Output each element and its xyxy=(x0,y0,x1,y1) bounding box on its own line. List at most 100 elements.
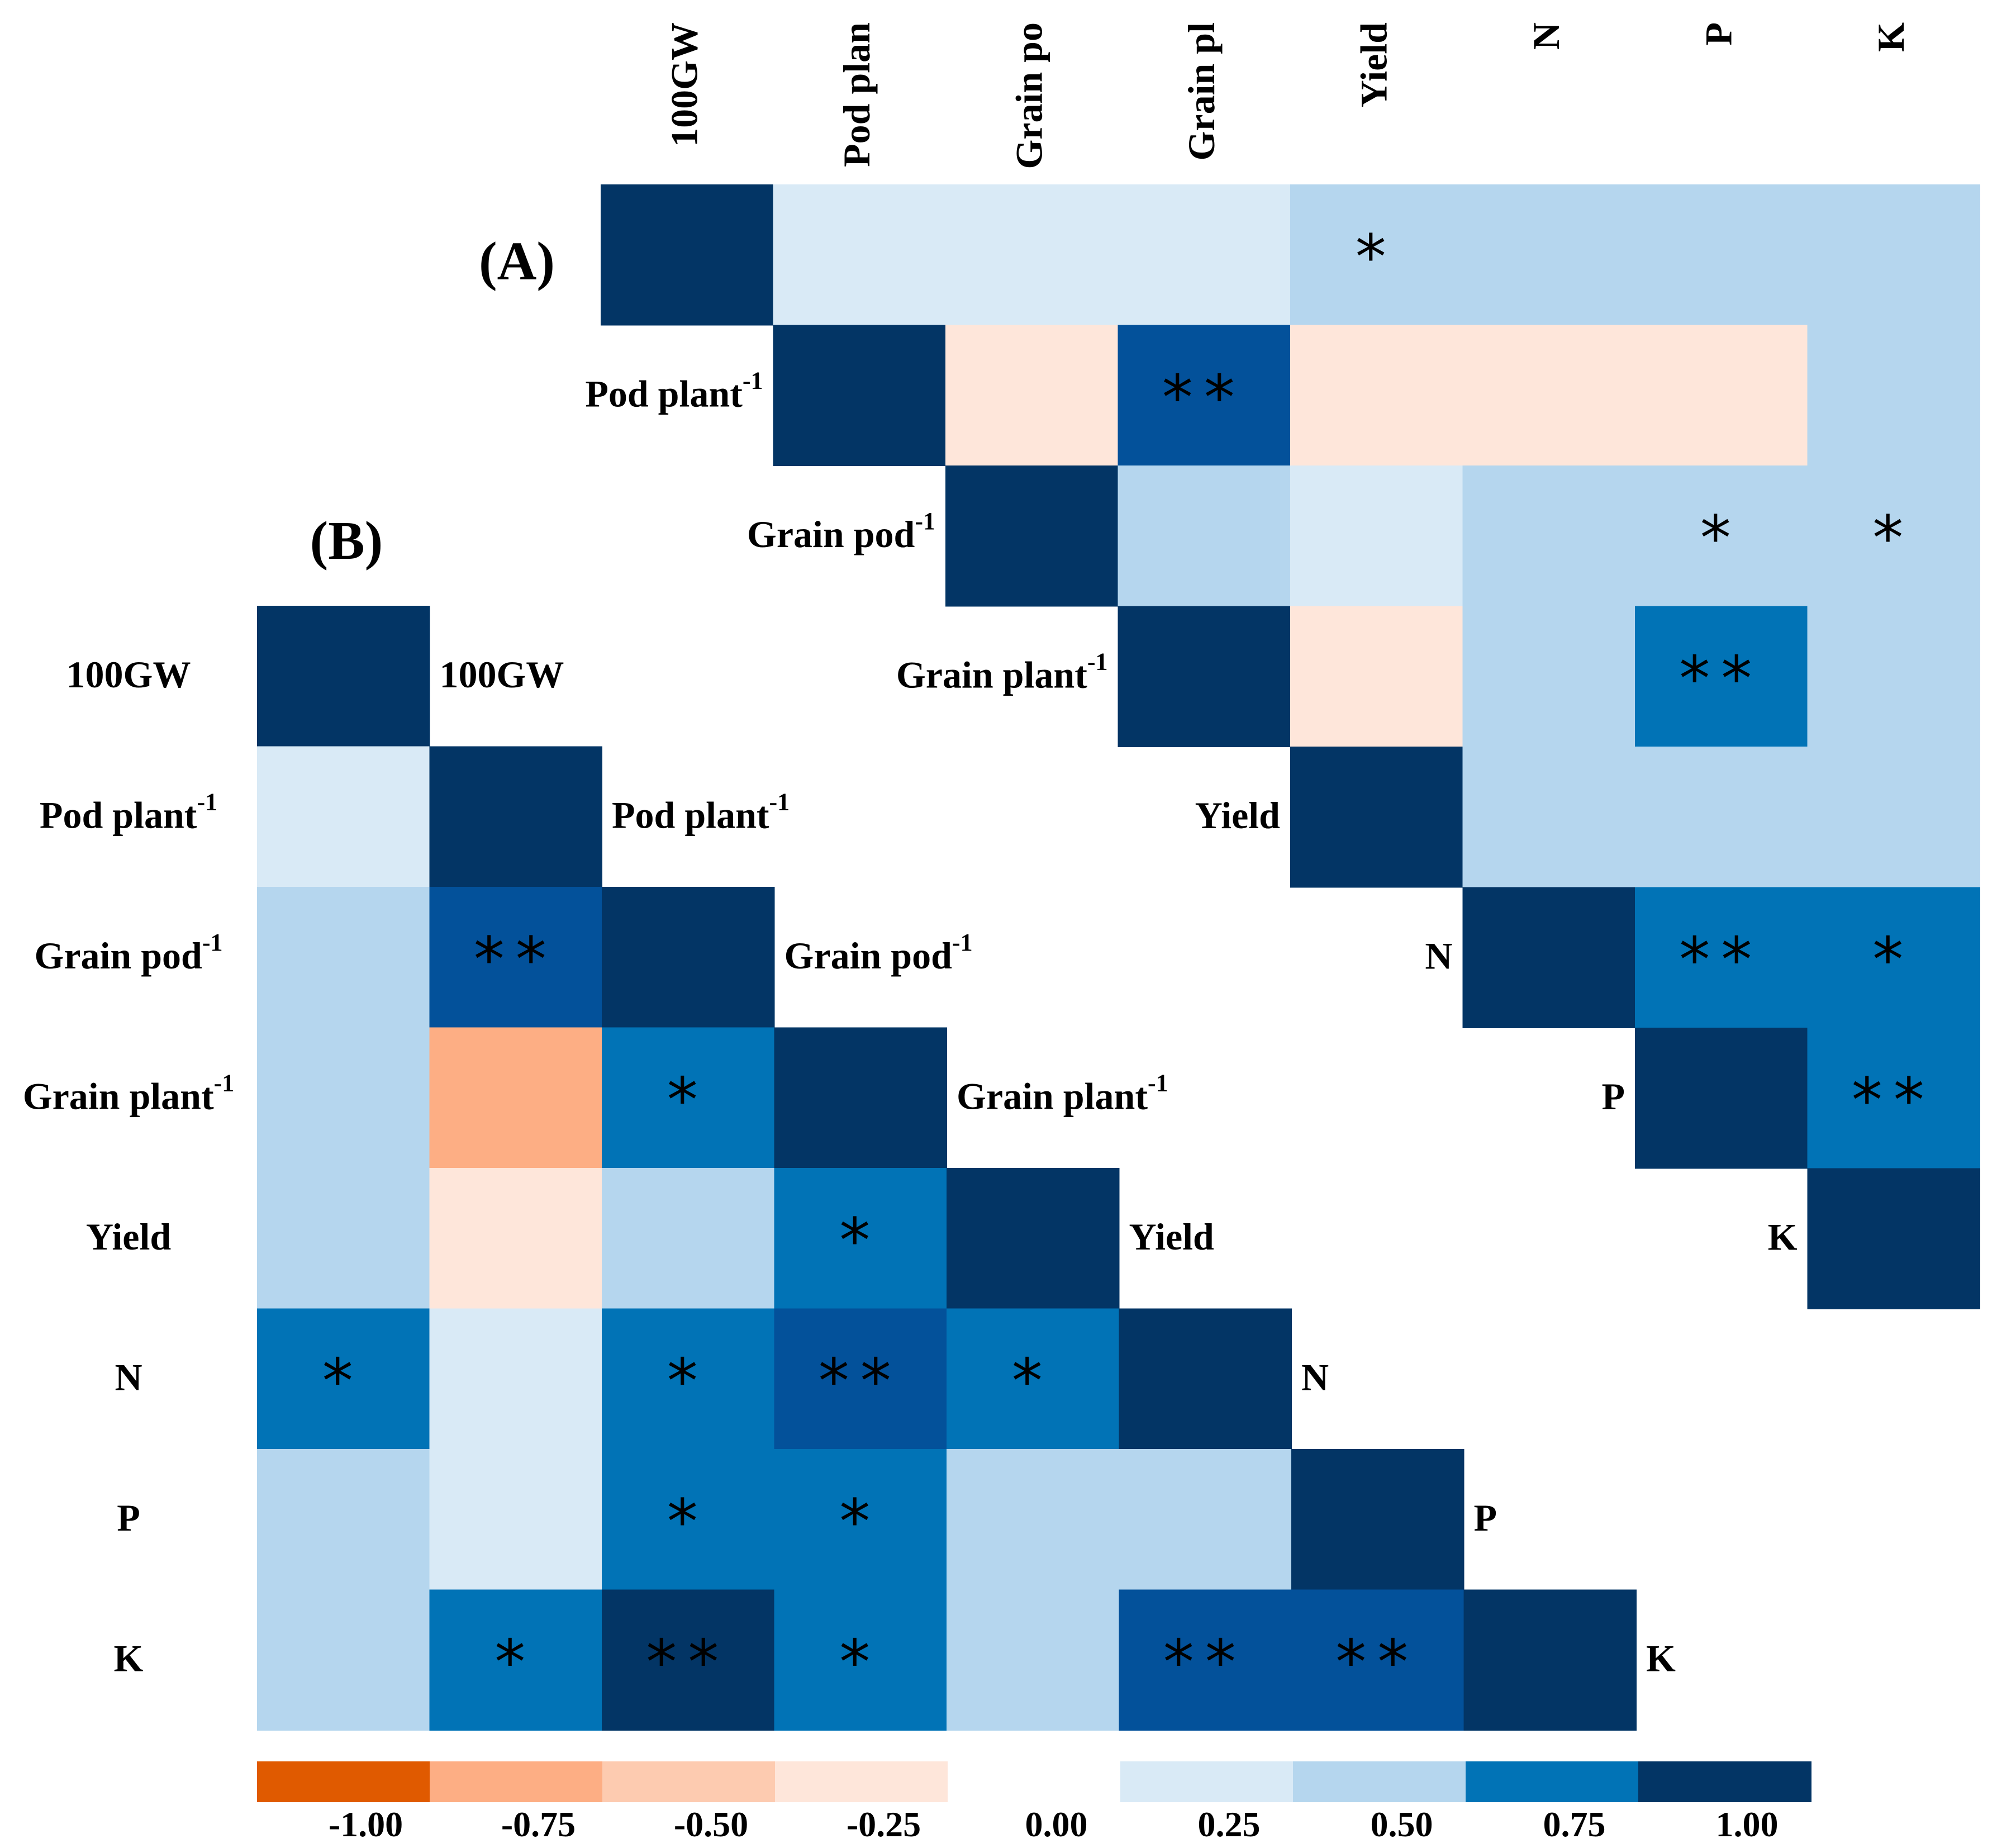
panel-b-row-label-6: P xyxy=(117,1496,140,1538)
legend-swatch-2 xyxy=(602,1761,776,1802)
panel-b-cell-r6-c0 xyxy=(257,1449,430,1590)
panel-a-cell-r1-c7 xyxy=(1807,325,1980,466)
legend-swatch-0 xyxy=(257,1761,430,1802)
panel-b-row-label-3-superscript: -1 xyxy=(214,1069,235,1096)
panel-b-cell-r7-c5 xyxy=(1119,1589,1292,1731)
panel-a-row-label-5-text: N xyxy=(1425,934,1452,977)
panel-b-diagonal-label-0-text: 100GW xyxy=(440,653,564,695)
panel-a-cell-r2-c5 xyxy=(1462,465,1635,607)
panel-b-significance-r6-c3: * xyxy=(839,1486,881,1557)
panel-b-significance-r7-c1: * xyxy=(495,1626,536,1698)
panel-a-row-label-4: Yield xyxy=(1195,794,1281,836)
panel-a-cell-r0-c5 xyxy=(1462,184,1635,326)
panel-b-cell-r6-c4 xyxy=(947,1449,1120,1590)
panel-a-cell-r3-c6 xyxy=(1635,606,1808,747)
panel-b-cell-r7-c7 xyxy=(1463,1589,1637,1731)
panel-a-cell-r0-c7 xyxy=(1807,184,1980,326)
panel-a-row-label-6: P xyxy=(1601,1075,1625,1117)
panel-b-cell-r4-c2 xyxy=(602,1168,775,1309)
panel-b-cell-r5-c3 xyxy=(774,1308,947,1450)
panel-a-cell-r5-c6 xyxy=(1635,887,1808,1028)
panel-b-row-label-6-text: P xyxy=(117,1496,140,1538)
panel-a-cell-r6-c7 xyxy=(1807,1028,1980,1169)
panel-a-cell-r0-c3 xyxy=(1118,184,1291,326)
panel-b-cell-r2-c0 xyxy=(257,887,430,1028)
panel-a-significance-r3-c6: ** xyxy=(1679,643,1763,714)
panel-a-cell-r1-c2 xyxy=(945,325,1119,466)
panel-a-cell-r2-c2 xyxy=(945,465,1119,607)
panel-b-cell-r4-c0 xyxy=(257,1168,430,1309)
panel-b-cell-r6-c2 xyxy=(602,1449,775,1590)
panel-b-diagonal-label-5: N xyxy=(1301,1356,1329,1398)
panel-b-row-label-7: K xyxy=(114,1637,144,1679)
panel-b-significance-r5-c0: * xyxy=(322,1345,364,1417)
legend-swatch-3 xyxy=(775,1761,948,1802)
panel-a-column-header-6: P xyxy=(1697,22,1739,46)
panel-a-cell-r7-c7 xyxy=(1807,1168,1980,1309)
legend-tick-label-2: -0.50 xyxy=(674,1804,748,1844)
panel-a-cell-r0-c6 xyxy=(1635,184,1808,326)
panel-a-significance-r5-c6: ** xyxy=(1679,924,1763,995)
panel-a-cell-r1-c6 xyxy=(1635,325,1808,466)
panel-b-significance-r6-c2: * xyxy=(667,1486,709,1557)
panel-b-diagonal-label-1: Pod plant-1 xyxy=(612,788,790,836)
panel-a-significance-r2-c6: * xyxy=(1700,502,1742,574)
legend-swatch-6 xyxy=(1293,1761,1466,1802)
panel-b-cell-r7-c4 xyxy=(947,1589,1120,1731)
panel-a-cell-r0-c2 xyxy=(945,184,1119,326)
panel-b-row-label-1: Pod plant-1 xyxy=(40,788,217,836)
legend-tick-label-4: 0.00 xyxy=(1025,1804,1088,1844)
panel-b-significance-r7-c6: ** xyxy=(1335,1626,1419,1698)
panel-b-cell-r7-c1 xyxy=(429,1589,602,1731)
panel-b-cell-r5-c0 xyxy=(257,1308,430,1450)
panel-a-cell-r3-c7 xyxy=(1807,606,1980,747)
panel-b-significance-r7-c2: ** xyxy=(646,1626,730,1698)
panel-b-cell-r1-c0 xyxy=(257,746,430,887)
legend-tick-label-7: 0.75 xyxy=(1543,1804,1606,1844)
panel-a-significance-r0-c4: * xyxy=(1356,221,1397,293)
panel-a-cell-r2-c6 xyxy=(1635,465,1808,607)
panel-a-row-label-7: K xyxy=(1768,1215,1798,1258)
panel-b-row-label-3-text: Grain plant xyxy=(23,1075,214,1117)
color-legend: -1.00 -0.75 -0.50 -0.25 0.00 0.25 0.50 0.75 1.00 xyxy=(257,1761,1811,1844)
panel-b-cell-r3-c1 xyxy=(429,1027,602,1168)
panel-a-row-label-6-text: P xyxy=(1601,1075,1625,1117)
panel-b-significance-r7-c3: * xyxy=(839,1626,881,1698)
panel-b-diagonal-label-3-superscript: -1 xyxy=(1148,1069,1168,1096)
panel-b-cell-r5-c1 xyxy=(429,1308,602,1450)
panel-b-diagonal-label-0: 100GW xyxy=(440,653,564,695)
legend-swatch-5 xyxy=(1120,1761,1294,1802)
panel-a-row-label-3-superscript: -1 xyxy=(1087,648,1108,675)
panel-b-row-label-3: Grain plant-1 xyxy=(23,1069,235,1117)
panel-b-row-label-2-text: Grain pod xyxy=(34,934,202,976)
panel-a-cell-r4-c6 xyxy=(1635,747,1808,888)
legend-swatch-7 xyxy=(1466,1761,1639,1802)
panel-b-cell-r2-c1 xyxy=(429,887,602,1028)
panel-b-cell-r7-c3 xyxy=(774,1589,947,1731)
panel-a-row-label-2-superscript: -1 xyxy=(915,507,935,535)
legend-tick-label-1: -0.75 xyxy=(501,1804,576,1844)
panel-b-cell-r6-c6 xyxy=(1291,1449,1465,1590)
panel-a-cell-r2-c3 xyxy=(1118,465,1291,607)
panel-b-cell-r4-c3 xyxy=(774,1168,947,1309)
panel-b-row-label-2: Grain pod-1 xyxy=(34,929,222,977)
panel-b-row-label-5-text: N xyxy=(115,1356,142,1398)
panel-a-cell-r2-c4 xyxy=(1290,465,1463,607)
legend-tick-label-5: 0.25 xyxy=(1198,1804,1261,1844)
panel-b-cell-r6-c5 xyxy=(1119,1449,1292,1590)
panel-a-cell-r5-c7 xyxy=(1807,887,1980,1028)
panel-b-diagonal-label-1-superscript: -1 xyxy=(769,788,790,815)
panel-b-row-label-1-superscript: -1 xyxy=(197,788,217,815)
panel-a-cell-r2-c7 xyxy=(1807,465,1980,607)
panel-a-cell-r3-c3 xyxy=(1118,606,1291,747)
panel-a-significance-r1-c3: ** xyxy=(1162,362,1246,433)
panel-a-cell-r1-c5 xyxy=(1462,325,1635,466)
panel-b-row-label-1-text: Pod plant xyxy=(40,794,197,836)
panel-a-row-label-7-text: K xyxy=(1768,1215,1798,1258)
panel-b-diagonal-label-3-text: Grain plant xyxy=(957,1075,1148,1117)
legend-swatch-1 xyxy=(430,1761,603,1802)
panel-a-cell-r0-c1 xyxy=(773,184,946,326)
panel-b-cell-r5-c5 xyxy=(1119,1308,1292,1450)
panel-b-row-label-4: Yield xyxy=(86,1215,172,1257)
legend-tick-label-0: -1.00 xyxy=(329,1804,403,1844)
